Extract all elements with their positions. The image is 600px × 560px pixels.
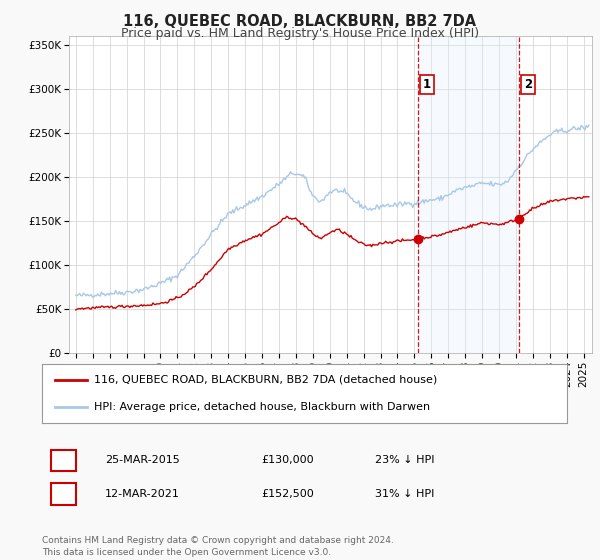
Text: 1: 1 (60, 455, 67, 465)
Text: 31% ↓ HPI: 31% ↓ HPI (375, 489, 434, 499)
Text: £130,000: £130,000 (261, 455, 314, 465)
Text: 2: 2 (524, 78, 532, 91)
Text: 25-MAR-2015: 25-MAR-2015 (105, 455, 180, 465)
Text: 116, QUEBEC ROAD, BLACKBURN, BB2 7DA (detached house): 116, QUEBEC ROAD, BLACKBURN, BB2 7DA (de… (95, 375, 438, 385)
Bar (418, 36, 519, 353)
Text: Price paid vs. HM Land Registry's House Price Index (HPI): Price paid vs. HM Land Registry's House … (121, 27, 479, 40)
Text: HPI: Average price, detached house, Blackburn with Darwen: HPI: Average price, detached house, Blac… (95, 402, 431, 412)
Text: 23% ↓ HPI: 23% ↓ HPI (375, 455, 434, 465)
Text: 2: 2 (60, 489, 67, 499)
Text: 1: 1 (422, 78, 431, 91)
Text: £152,500: £152,500 (261, 489, 314, 499)
Text: 12-MAR-2021: 12-MAR-2021 (105, 489, 180, 499)
Text: 116, QUEBEC ROAD, BLACKBURN, BB2 7DA: 116, QUEBEC ROAD, BLACKBURN, BB2 7DA (124, 14, 476, 29)
Text: Contains HM Land Registry data © Crown copyright and database right 2024.
This d: Contains HM Land Registry data © Crown c… (42, 536, 394, 557)
